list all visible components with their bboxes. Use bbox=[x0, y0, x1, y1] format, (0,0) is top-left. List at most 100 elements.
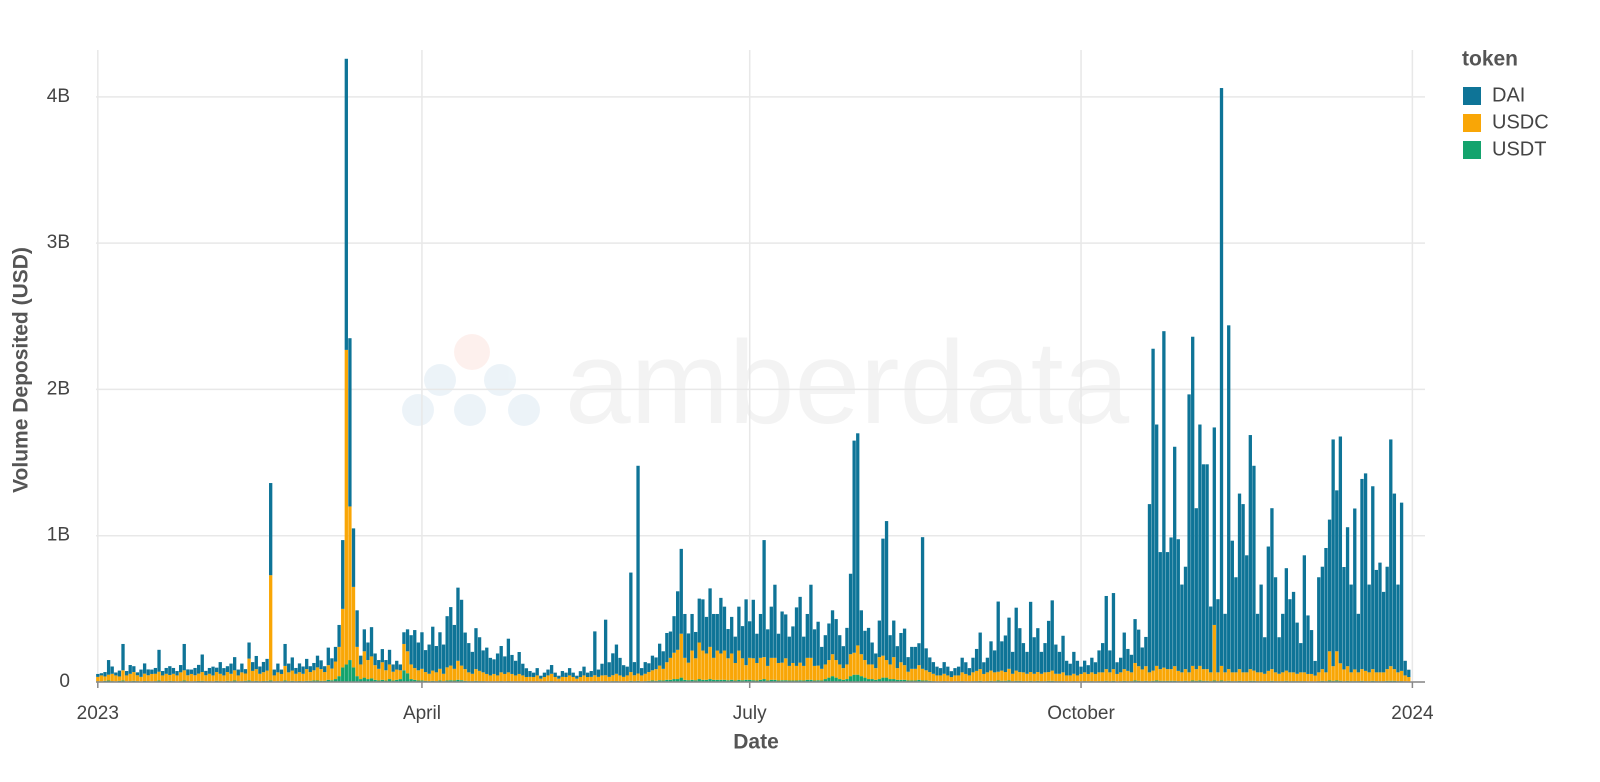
bar-segment bbox=[1259, 672, 1263, 682]
bar-segment bbox=[521, 663, 525, 676]
bar-segment bbox=[672, 679, 676, 682]
bar-segment bbox=[114, 672, 118, 676]
bar-segment bbox=[931, 662, 936, 674]
bar-segment bbox=[665, 679, 669, 682]
bar-segment bbox=[1374, 569, 1379, 673]
bar-segment bbox=[823, 679, 827, 682]
bar-segment bbox=[175, 675, 179, 682]
bar-segment bbox=[236, 675, 240, 682]
bar-segment bbox=[740, 680, 745, 682]
bar-segment bbox=[1046, 672, 1051, 681]
bar-segment bbox=[924, 648, 928, 671]
bar-segment bbox=[164, 667, 168, 674]
bar-segment bbox=[870, 679, 874, 682]
bar-segment bbox=[438, 668, 442, 681]
bar-segment bbox=[441, 673, 446, 682]
legend: DAI USDC USDT bbox=[1463, 84, 1549, 160]
bar-segment bbox=[564, 677, 568, 682]
bar-segment bbox=[366, 642, 370, 661]
bar-segment bbox=[1245, 672, 1249, 682]
bar-segment bbox=[214, 672, 219, 681]
bar-segment bbox=[373, 679, 377, 682]
bar-segment bbox=[1331, 666, 1335, 681]
bar-segment bbox=[557, 675, 561, 679]
bar-segment bbox=[769, 657, 773, 680]
bar-segment bbox=[722, 606, 727, 651]
bar-segment bbox=[823, 664, 827, 680]
bar-segment bbox=[1389, 439, 1393, 667]
bar-segment bbox=[841, 646, 845, 669]
bar-segment bbox=[683, 613, 687, 658]
bar-segment bbox=[758, 657, 763, 680]
bar-segment bbox=[967, 668, 972, 676]
bar-segment bbox=[1320, 669, 1325, 681]
bar-segment bbox=[834, 660, 838, 678]
legend-swatch bbox=[1463, 87, 1481, 105]
bar-segment bbox=[1039, 673, 1044, 682]
x-tick-label: April bbox=[403, 703, 441, 724]
bar-segment bbox=[636, 673, 640, 681]
bar-segment bbox=[902, 679, 907, 682]
bar-segment bbox=[708, 588, 712, 647]
bar-segment bbox=[258, 673, 262, 682]
bar-segment bbox=[1342, 669, 1346, 682]
bar-segment bbox=[265, 658, 269, 671]
bar-segment bbox=[1054, 673, 1058, 682]
bar-segment bbox=[859, 610, 864, 655]
bar-segment bbox=[362, 651, 366, 678]
bar-segment bbox=[920, 537, 925, 669]
bar-segment bbox=[650, 670, 655, 681]
bar-segment bbox=[1327, 519, 1332, 652]
bar-segment bbox=[884, 521, 889, 661]
bar-segment bbox=[225, 666, 230, 673]
bar-segment bbox=[953, 668, 957, 676]
bar-segment bbox=[1151, 348, 1155, 671]
bar-segment bbox=[899, 679, 903, 682]
bar-segment bbox=[1187, 394, 1191, 673]
bar-segment bbox=[585, 677, 590, 682]
bar-segment bbox=[416, 670, 421, 681]
bar-segment bbox=[744, 599, 748, 666]
bar-segment bbox=[351, 586, 356, 668]
bar-segment bbox=[949, 671, 954, 678]
bar-segment bbox=[463, 632, 467, 670]
bar-segment bbox=[103, 676, 107, 681]
bar-segment bbox=[106, 660, 111, 675]
bar-segment bbox=[1371, 669, 1375, 681]
bar-segment bbox=[1176, 539, 1180, 671]
bar-segment bbox=[434, 672, 439, 682]
bar-segment bbox=[683, 657, 687, 680]
bar-segment bbox=[445, 616, 449, 668]
bar-segment bbox=[1086, 665, 1090, 674]
bar-segment bbox=[387, 679, 392, 682]
bar-segment bbox=[625, 675, 629, 682]
bar-segment bbox=[809, 679, 813, 682]
bar-segment bbox=[535, 668, 539, 676]
bar-segment bbox=[323, 672, 327, 681]
bar-segment bbox=[517, 652, 521, 674]
bar-segment bbox=[175, 671, 179, 676]
bar-segment bbox=[1155, 665, 1159, 681]
bar-segment bbox=[1129, 672, 1134, 682]
bar-segment bbox=[899, 662, 903, 680]
bar-segment bbox=[1097, 672, 1101, 682]
legend-title: token bbox=[1462, 48, 1518, 71]
bar-segment bbox=[1108, 672, 1112, 682]
bar-segment bbox=[978, 669, 982, 681]
bar-segment bbox=[621, 676, 626, 682]
bar-segment bbox=[722, 679, 727, 682]
bar-segment bbox=[456, 660, 460, 680]
bar-segment bbox=[578, 677, 583, 682]
bar-segment bbox=[762, 540, 766, 658]
bar-segment bbox=[229, 673, 233, 682]
bar-segment bbox=[1234, 577, 1238, 673]
bar-segment bbox=[611, 653, 615, 676]
bar-segment bbox=[1392, 669, 1397, 681]
bar-segment bbox=[636, 465, 640, 674]
bar-segment bbox=[1000, 670, 1004, 681]
bar-segment bbox=[1263, 673, 1267, 682]
bar-segment bbox=[924, 670, 928, 681]
bar-segment bbox=[676, 591, 680, 650]
bar-segment bbox=[600, 675, 604, 682]
bar-segment bbox=[1111, 669, 1116, 681]
